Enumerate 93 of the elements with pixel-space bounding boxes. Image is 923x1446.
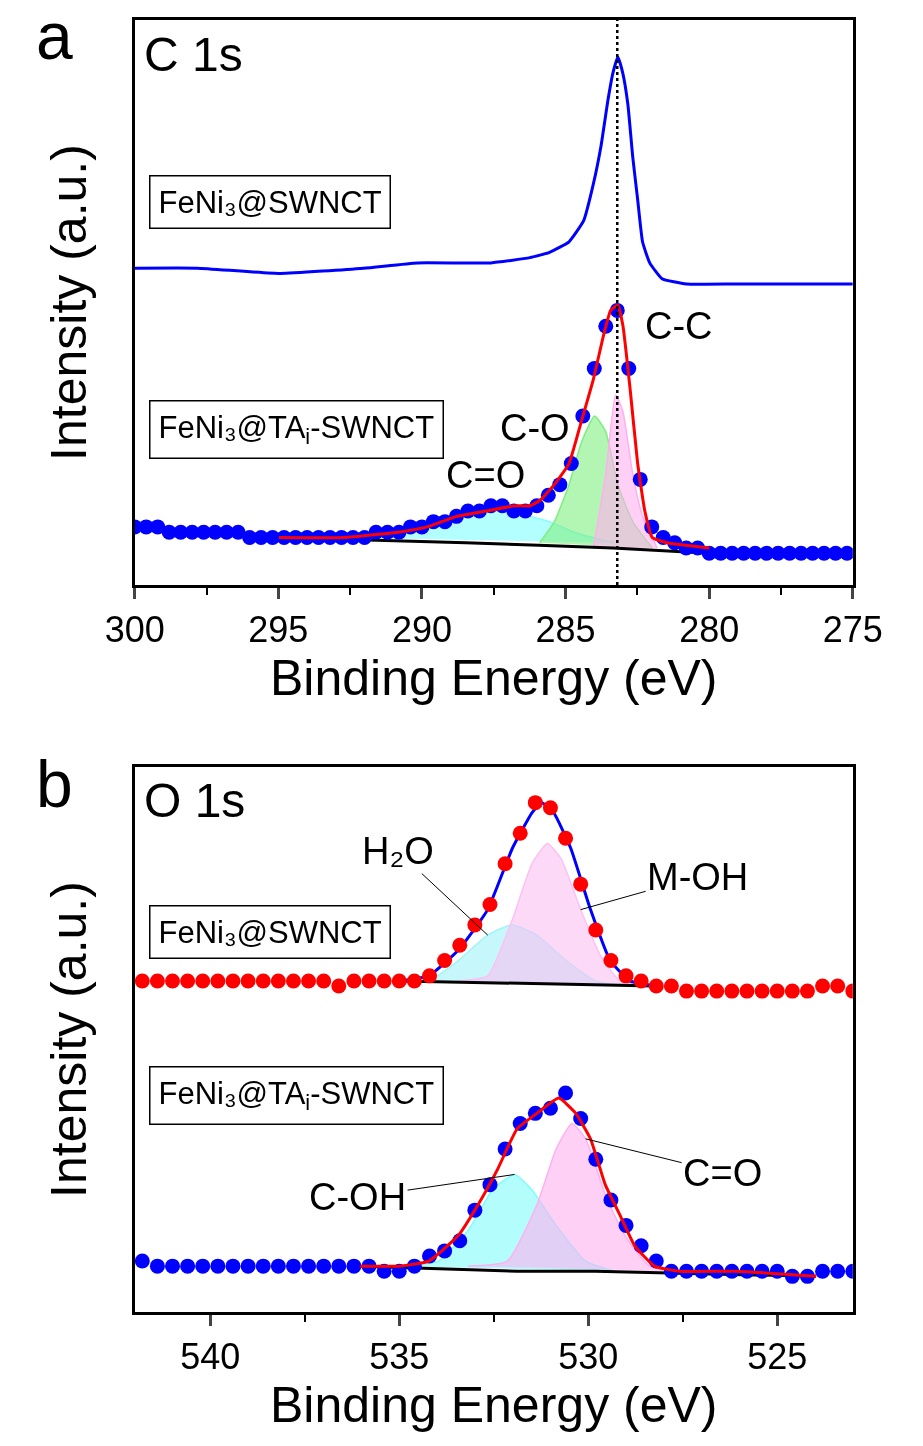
point xyxy=(679,983,694,999)
point xyxy=(149,973,165,989)
point xyxy=(180,1258,196,1274)
point xyxy=(255,1258,271,1274)
annotation: O 1s xyxy=(144,774,246,827)
point xyxy=(316,973,332,989)
point xyxy=(422,968,438,984)
text: FeNi₃@TA$_{i}$-SWNCT xyxy=(158,409,435,450)
point xyxy=(603,953,619,969)
point xyxy=(830,978,846,994)
point xyxy=(331,1258,347,1274)
point xyxy=(694,983,710,999)
point xyxy=(452,937,468,953)
annotation: H₂O xyxy=(362,830,434,872)
series-label: FeNi₃@SWNCT xyxy=(158,914,382,950)
point xyxy=(225,1258,241,1274)
point xyxy=(195,973,211,989)
annotation: C=O xyxy=(446,454,526,496)
annotation: C-O xyxy=(500,407,570,449)
x-tick-label: 290 xyxy=(391,608,452,650)
series-label: FeNi₃@SWNCT xyxy=(158,184,382,220)
point xyxy=(391,973,407,989)
x-tick-label: 275 xyxy=(822,608,883,650)
point xyxy=(527,795,543,811)
point xyxy=(482,897,498,913)
point xyxy=(558,1085,574,1101)
y-axis-title: Intensity (a.u.) xyxy=(40,881,97,1198)
point xyxy=(270,973,286,989)
point xyxy=(331,978,347,994)
annotation: C 1s xyxy=(144,28,243,81)
x-tick-label: 525 xyxy=(747,1335,808,1377)
x-tick-label: 530 xyxy=(558,1335,619,1377)
point xyxy=(316,1258,332,1274)
point xyxy=(830,1263,846,1279)
text: b xyxy=(36,747,73,821)
x-tick-label: 540 xyxy=(180,1335,241,1377)
point xyxy=(633,973,649,989)
point xyxy=(512,825,528,841)
annotation: C=O xyxy=(683,1152,763,1194)
point xyxy=(134,1253,150,1269)
y-axis-title: Intensity (a.u.) xyxy=(40,144,97,461)
point xyxy=(739,983,755,999)
point xyxy=(346,1258,362,1274)
text: FeNi₃@TA$_{i}$-SWNCT xyxy=(158,1075,435,1116)
point xyxy=(165,1258,181,1274)
point xyxy=(346,973,362,989)
point xyxy=(225,973,241,989)
x-tick-label: 535 xyxy=(369,1335,430,1377)
point xyxy=(240,973,256,989)
point xyxy=(285,1258,301,1274)
point xyxy=(240,1258,256,1274)
annotation: C-C xyxy=(645,305,713,347)
point xyxy=(180,973,196,989)
x-axis-title: Binding Energy (eV) xyxy=(270,649,718,706)
point xyxy=(285,973,301,989)
point xyxy=(784,983,800,999)
point xyxy=(815,978,831,994)
point xyxy=(301,973,317,989)
point xyxy=(769,983,785,999)
point xyxy=(134,973,150,989)
point xyxy=(210,973,226,989)
x-tick-label: 300 xyxy=(104,608,165,650)
point xyxy=(558,830,574,846)
point xyxy=(542,800,558,816)
point xyxy=(270,1258,286,1274)
point xyxy=(210,1258,226,1274)
point xyxy=(724,983,740,999)
point xyxy=(361,973,377,989)
annotation: M-OH xyxy=(647,856,749,898)
point xyxy=(573,876,589,892)
point xyxy=(497,856,513,872)
point xyxy=(709,983,725,999)
point xyxy=(799,983,815,999)
point xyxy=(165,973,181,989)
point xyxy=(618,968,634,984)
x-tick-label: 280 xyxy=(679,608,740,650)
point xyxy=(754,983,770,999)
point xyxy=(648,978,664,994)
point xyxy=(301,1258,317,1274)
x-tick-label: 285 xyxy=(535,608,596,650)
point xyxy=(588,922,604,938)
annotation: C-OH xyxy=(309,1176,407,1218)
point xyxy=(376,973,392,989)
point xyxy=(406,973,422,989)
x-axis-title: Binding Energy (eV) xyxy=(270,1376,718,1433)
point xyxy=(815,1263,831,1279)
text: a xyxy=(36,0,73,73)
point xyxy=(255,973,271,989)
point xyxy=(195,1258,211,1274)
point xyxy=(437,953,453,969)
x-tick-label: 295 xyxy=(248,608,309,650)
point xyxy=(149,1258,165,1274)
point xyxy=(663,978,679,994)
